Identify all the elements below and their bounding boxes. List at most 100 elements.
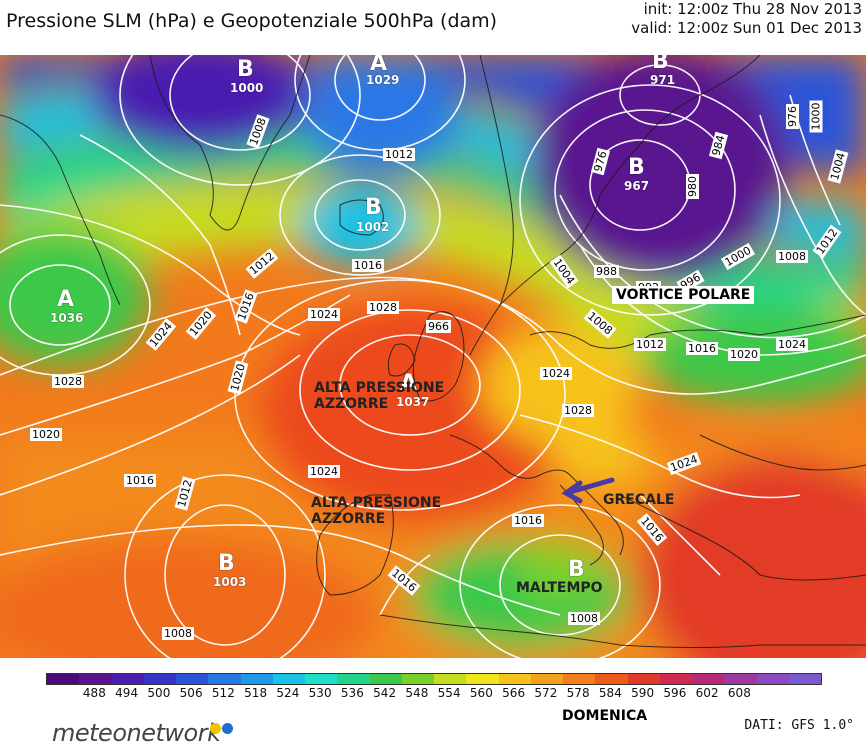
colorbar-segment <box>240 674 273 684</box>
colorbar-tick-label: 554 <box>437 686 461 700</box>
colorbar-segment <box>627 674 660 684</box>
alta-pressione-line2: AZZORRE <box>314 396 389 412</box>
colorbar-tick-label: 608 <box>727 686 751 700</box>
isobar-label: 1016 <box>124 474 156 487</box>
colorbar-tick-label: 494 <box>115 686 139 700</box>
isobar-label: 988 <box>594 265 619 278</box>
maltempo-label: MALTEMPO <box>516 580 603 596</box>
isobar-label: 1008 <box>776 250 808 263</box>
colorbar-tick-label: 578 <box>566 686 590 700</box>
alta-pressione-line2: AZZORRE <box>311 511 386 527</box>
isobar-label: 1024 <box>540 367 572 380</box>
colorbar-tick-label: 566 <box>502 686 526 700</box>
isobar-label: 1000 <box>809 100 823 133</box>
alta-pressione-line1: ALTA PRESSIONE <box>311 495 442 511</box>
valid-time: valid: 12:00z Sun 01 Dec 2013 <box>631 19 862 37</box>
meteonetwork-logo: meteonetwork <box>52 719 221 747</box>
colorbar-tick-label: 542 <box>373 686 397 700</box>
colorbar-tick-label: 530 <box>308 686 332 700</box>
colorbar-segment <box>595 674 628 684</box>
isobar-label: 1028 <box>367 301 399 314</box>
colorbar-segment <box>272 674 305 684</box>
logo-dot-blue <box>222 723 233 734</box>
colorbar-segment <box>47 674 80 684</box>
pressure-centre-value: 967 <box>624 179 650 193</box>
isobar-label: 980 <box>686 174 699 199</box>
colorbar-tick-label: 506 <box>179 686 203 700</box>
pressure-centre-letter: B <box>652 55 669 74</box>
pressure-centre-letter: B <box>237 57 254 82</box>
alta-pressione-line1: ALTA PRESSIONE <box>314 380 445 396</box>
day-label: DOMENICA <box>562 708 648 724</box>
colorbar-tick-label: 596 <box>663 686 687 700</box>
isobar-label: 1020 <box>728 348 760 361</box>
colorbar-segment <box>305 674 338 684</box>
colorbar-segment <box>756 674 789 684</box>
colorbar-segment <box>788 674 821 684</box>
colorbar-tick-label: 536 <box>340 686 364 700</box>
colorbar-segment <box>466 674 499 684</box>
pressure-centre-letter: B <box>568 557 585 582</box>
colorbar-segment <box>401 674 434 684</box>
colorbar-segment <box>143 674 176 684</box>
isobar-label: 966 <box>426 320 451 333</box>
colorbar-segment <box>692 674 725 684</box>
colorbar-tick-label: 560 <box>469 686 493 700</box>
colorbar-segment <box>369 674 402 684</box>
grecale-label: GRECALE <box>603 492 675 508</box>
isobar-label: 1016 <box>686 342 718 355</box>
colorbar-segment <box>111 674 144 684</box>
data-source: DATI: GFS 1.0° <box>744 718 854 733</box>
isobar-label: 1024 <box>776 338 808 351</box>
colorbar-segment <box>724 674 757 684</box>
colorbar-segment <box>498 674 531 684</box>
pressure-centre-letter: B <box>365 195 382 220</box>
alta-pressione-label-2: ALTA PRESSIONE AZZORRE <box>311 495 441 527</box>
logo-dot-yellow <box>210 723 221 734</box>
isobar-label: 1028 <box>562 404 594 417</box>
colorbar-segment <box>659 674 692 684</box>
colorbar-tick-label: 488 <box>82 686 106 700</box>
colorbar-tick-label: 584 <box>598 686 622 700</box>
isobar-label: 1024 <box>308 308 340 321</box>
isobar-label: 1016 <box>352 259 384 272</box>
pressure-centre-letter: A <box>370 55 388 76</box>
pressure-centre-letter: B <box>218 551 235 576</box>
pressure-centre-value: 1000 <box>230 81 264 95</box>
pressure-centre-value: 1029 <box>366 73 400 87</box>
pressure-centre-letter: A <box>400 371 418 396</box>
isobar-label: 1008 <box>568 612 600 625</box>
colorbar-tick-label: 572 <box>534 686 558 700</box>
pressure-centre-value: 1036 <box>50 311 84 325</box>
pressure-centre-value: 1003 <box>213 575 247 589</box>
colorbar-segment <box>176 674 209 684</box>
alta-pressione-label: ALTA PRESSIONE AZZORRE <box>314 380 444 412</box>
init-time: init: 12:00z Thu 28 Nov 2013 <box>643 0 862 18</box>
isobar-label: 1028 <box>52 375 84 388</box>
pressure-centre-value: 971 <box>650 73 676 87</box>
colorbar-tick-label: 602 <box>695 686 719 700</box>
logo-dots <box>210 719 234 738</box>
colorbar-ticks: 488 494 500 506 512 518 524 530 536 542 548 554 560 5… <box>46 686 820 704</box>
grecale-arrow <box>561 477 615 504</box>
colorbar-segment <box>79 674 112 684</box>
colorbar-tick-label: 500 <box>147 686 171 700</box>
colorbar-segment <box>530 674 563 684</box>
isobar-label: 1012 <box>383 148 415 161</box>
colorbar-segment <box>337 674 370 684</box>
colorbar-tick-label: 524 <box>276 686 300 700</box>
colorbar-segment <box>563 674 596 684</box>
isobar-label: 1012 <box>634 338 666 351</box>
pressure-centre-value: 1002 <box>356 220 390 234</box>
map-title: Pressione SLM (hPa) e Geopotenziale 500h… <box>6 10 498 32</box>
pressure-centre-letter: B <box>628 155 645 180</box>
colorbar <box>46 673 822 685</box>
isobar-label: 1024 <box>308 465 340 478</box>
colorbar-tick-label: 590 <box>631 686 655 700</box>
colorbar-tick-label: 548 <box>405 686 429 700</box>
colorbar-segment <box>434 674 467 684</box>
isobar-label: 976 <box>786 104 799 129</box>
isobar-label: 1016 <box>512 514 544 527</box>
isobar-label: 1008 <box>162 627 194 640</box>
isobar-label: 1020 <box>30 428 62 441</box>
